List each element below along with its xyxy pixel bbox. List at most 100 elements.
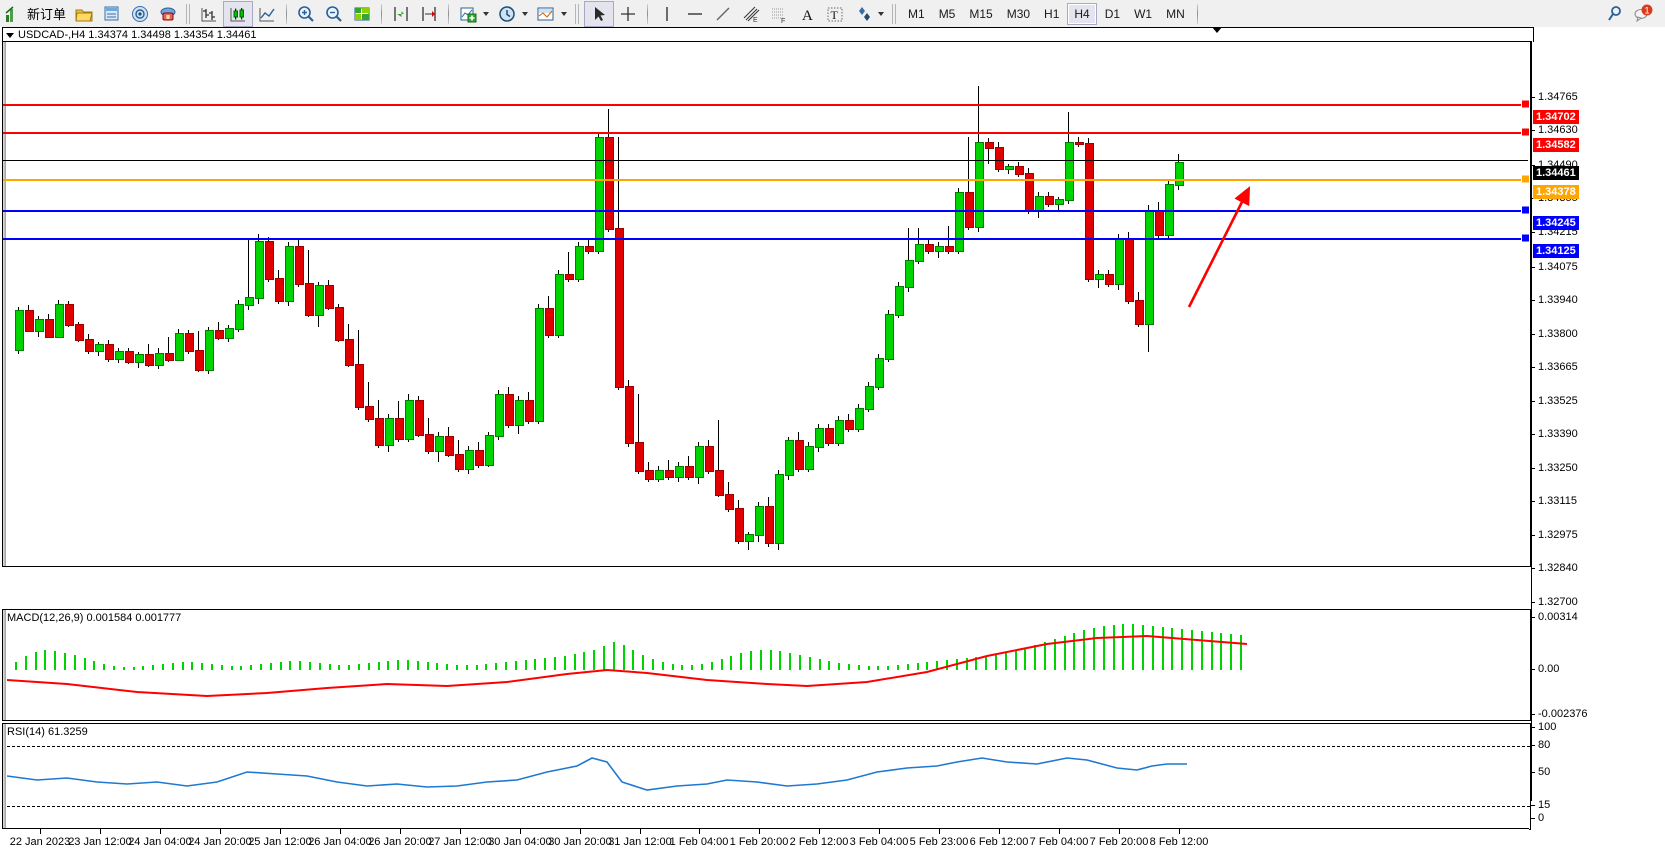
add-indicator-caret-icon[interactable] <box>483 11 490 16</box>
data-grid-button[interactable] <box>348 2 376 26</box>
candlestick <box>465 450 474 470</box>
macd-histogram-bar <box>1200 631 1203 670</box>
period-caret-icon[interactable] <box>522 11 529 16</box>
timeframe-w1[interactable]: W1 <box>1134 6 1153 21</box>
new-order-button[interactable]: 新订单 <box>0 2 70 26</box>
vertical-line-tool-button[interactable] <box>653 2 681 26</box>
search-button[interactable] <box>1601 2 1629 26</box>
time-axis-tick <box>759 829 760 834</box>
toolbar-divider-6 <box>647 3 649 24</box>
candlestick <box>585 246 594 252</box>
candlestick <box>205 330 214 371</box>
macd-histogram-bar <box>132 667 135 670</box>
price-line-pivot[interactable] <box>3 179 1528 181</box>
pointer-tool-button[interactable] <box>584 0 615 27</box>
price-line-support-2[interactable] <box>3 238 1528 240</box>
chart-shift-button[interactable] <box>415 2 443 26</box>
macd-histogram-bar <box>34 652 37 670</box>
macd-histogram-bar <box>769 650 772 670</box>
timeframe-mn[interactable]: MN <box>1166 6 1185 21</box>
macd-histogram-bar <box>181 662 184 670</box>
candlestick <box>995 147 1004 170</box>
crosshair-tool-button[interactable] <box>614 2 642 26</box>
chart-titlebar[interactable]: USDCAD-,H4 1.34374 1.34498 1.34354 1.344… <box>2 27 1534 42</box>
price-line-resistance-1[interactable] <box>3 132 1528 134</box>
timeframe-m30[interactable]: M30 <box>1006 6 1031 21</box>
period-clock-icon <box>499 5 515 22</box>
text-tool-button[interactable]: A <box>793 2 821 26</box>
price-pane-scrollbar[interactable] <box>3 42 6 566</box>
candlestick <box>265 241 274 280</box>
price-badge-support-1: 1.34245 <box>1533 216 1579 230</box>
macd-histogram-bar <box>965 658 968 670</box>
macd-pane[interactable]: MACD(12,26,9) 0.001584 0.001777 <box>2 609 1531 721</box>
price-line-current-price[interactable] <box>3 160 1528 161</box>
line-chart-button[interactable] <box>253 2 281 26</box>
rsi-pane[interactable]: RSI(14) 61.3259 <box>2 723 1531 830</box>
text-label-tool-button[interactable]: T <box>821 2 849 26</box>
folder-button[interactable] <box>70 2 98 26</box>
notifications-button[interactable]: 1 <box>1629 2 1657 26</box>
zoom-in-button[interactable] <box>292 2 320 26</box>
shapes-caret-icon[interactable] <box>878 11 885 16</box>
rsi-pane-scrollbar[interactable] <box>3 724 6 829</box>
toolbar-divider-5 <box>575 3 581 24</box>
shapes-tool-button[interactable] <box>849 2 888 26</box>
price-line-handle[interactable] <box>1521 127 1530 137</box>
timeframe-m15[interactable]: M15 <box>969 6 993 21</box>
price-axis-tick-label: 1.33525 <box>1538 395 1578 407</box>
toolbar-divider-4 <box>448 3 450 24</box>
macd-histogram-bar <box>191 662 194 670</box>
macd-histogram-bar <box>279 662 282 670</box>
price-axis-tick-label: 1.32700 <box>1538 596 1578 608</box>
svg-text:F: F <box>781 18 785 24</box>
timeframe-m1[interactable]: M1 <box>908 6 925 21</box>
data-window-button[interactable] <box>98 2 126 26</box>
candlestick <box>935 246 944 252</box>
chart-menu-caret-icon[interactable] <box>6 32 14 38</box>
candlestick <box>835 420 844 444</box>
templates-button[interactable] <box>532 2 571 26</box>
price-axis[interactable]: 1.347651.346301.344901.343551.342151.340… <box>1531 41 1665 824</box>
macd-histogram-bar <box>24 656 27 670</box>
fibonacci-tool-button[interactable]: F <box>765 2 793 26</box>
time-axis[interactable]: 22 Jan 2023 23 Jan 12:00 24 Jan 04:00 24 Ja… <box>2 828 1529 864</box>
macd-pane-scrollbar[interactable] <box>3 610 6 720</box>
chart-collapse-marker-icon[interactable] <box>1212 27 1222 33</box>
trendline-tool-button[interactable] <box>709 2 737 26</box>
zoom-out-button[interactable] <box>320 2 348 26</box>
equidistant-channel-tool-button[interactable]: E <box>737 2 765 26</box>
price-axis-tick <box>1531 267 1535 268</box>
timeframe-m5[interactable]: M5 <box>938 6 956 21</box>
candlestick-chart-button[interactable] <box>223 0 254 27</box>
timeframe-h1[interactable]: H1 <box>1044 6 1060 21</box>
period-button[interactable] <box>493 2 532 26</box>
candlestick <box>1015 166 1024 175</box>
candlestick <box>325 285 334 309</box>
new-order-icon <box>5 5 14 22</box>
price-pane[interactable] <box>2 41 1531 567</box>
price-line-support-1[interactable] <box>3 210 1528 212</box>
horizontal-line-tool-button[interactable] <box>681 2 709 26</box>
macd-histogram-bar <box>201 663 204 670</box>
price-line-handle[interactable] <box>1521 205 1530 215</box>
price-line-handle[interactable] <box>1521 233 1530 243</box>
signal-button[interactable] <box>126 2 154 26</box>
timeframe-d1[interactable]: D1 <box>1104 6 1121 21</box>
candlestick <box>1005 166 1014 170</box>
time-axis-tick-label: 26 Jan 04:00 <box>308 836 372 848</box>
expert-advisor-button[interactable] <box>154 2 182 26</box>
add-indicator-button[interactable] <box>454 2 493 26</box>
bar-chart-button[interactable] <box>195 2 223 26</box>
auto-scroll-button[interactable] <box>387 2 415 26</box>
price-level-lines <box>3 42 1530 566</box>
price-line-handle[interactable] <box>1521 174 1530 184</box>
timeframe-h4[interactable]: H4 <box>1067 2 1097 25</box>
candlestick <box>85 339 94 352</box>
price-line-resistance-2[interactable] <box>3 104 1528 106</box>
templates-caret-icon[interactable] <box>561 11 568 16</box>
macd-histogram-bar <box>808 657 811 670</box>
price-line-handle[interactable] <box>1521 99 1530 109</box>
add-indicator-icon <box>460 7 477 22</box>
time-axis-tick-label: 30 Jan 04:00 <box>488 836 552 848</box>
